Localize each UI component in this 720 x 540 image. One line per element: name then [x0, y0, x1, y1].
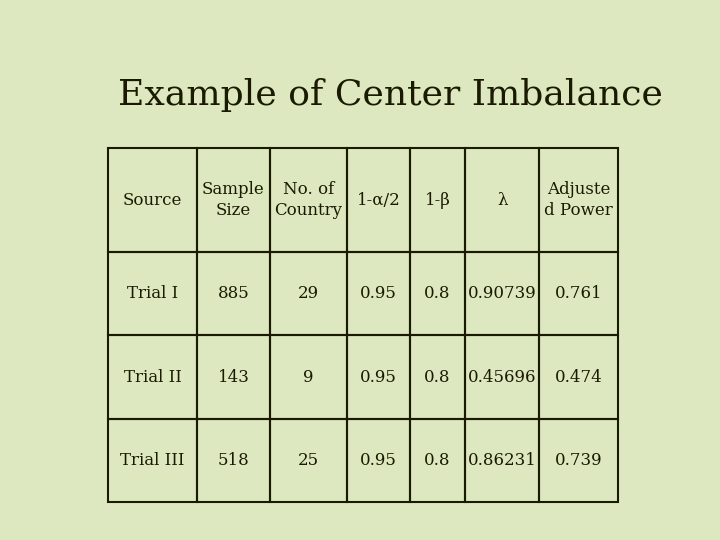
- Bar: [465, 252, 539, 335]
- Bar: [347, 335, 410, 418]
- Text: 0.95: 0.95: [360, 285, 397, 302]
- Text: Trial III: Trial III: [120, 452, 185, 469]
- Bar: [465, 335, 539, 418]
- Bar: [410, 418, 465, 502]
- Bar: [539, 418, 618, 502]
- Bar: [108, 252, 197, 335]
- Bar: [465, 252, 539, 335]
- Bar: [108, 418, 197, 502]
- Text: 0.95: 0.95: [360, 369, 397, 386]
- Bar: [108, 252, 197, 335]
- Bar: [108, 418, 197, 502]
- Bar: [108, 335, 197, 418]
- Bar: [270, 335, 347, 418]
- Text: Source: Source: [123, 192, 182, 208]
- Text: Adjuste
d Power: Adjuste d Power: [544, 181, 613, 219]
- Bar: [108, 335, 197, 418]
- Bar: [465, 335, 539, 418]
- Bar: [539, 335, 618, 418]
- Bar: [270, 148, 347, 252]
- Bar: [347, 418, 410, 502]
- Text: 0.474: 0.474: [555, 369, 603, 386]
- Bar: [410, 335, 465, 418]
- Bar: [410, 335, 465, 418]
- Text: 885: 885: [217, 285, 249, 302]
- Text: 29: 29: [298, 285, 319, 302]
- Text: Trial II: Trial II: [124, 369, 181, 386]
- Bar: [347, 418, 410, 502]
- Bar: [539, 148, 618, 252]
- Text: 25: 25: [298, 452, 319, 469]
- Bar: [197, 148, 270, 252]
- Bar: [539, 418, 618, 502]
- Bar: [197, 148, 270, 252]
- Text: 0.8: 0.8: [424, 452, 451, 469]
- Bar: [270, 335, 347, 418]
- Bar: [270, 418, 347, 502]
- Bar: [539, 252, 618, 335]
- Bar: [270, 148, 347, 252]
- Text: 1-β: 1-β: [425, 192, 451, 208]
- Text: 518: 518: [217, 452, 249, 469]
- Text: 0.761: 0.761: [555, 285, 603, 302]
- Bar: [465, 418, 539, 502]
- Bar: [347, 335, 410, 418]
- Bar: [270, 418, 347, 502]
- Bar: [108, 148, 197, 252]
- Bar: [108, 148, 197, 252]
- Bar: [197, 252, 270, 335]
- Text: 0.739: 0.739: [555, 452, 603, 469]
- Text: 143: 143: [217, 369, 249, 386]
- Bar: [465, 418, 539, 502]
- Text: 0.90739: 0.90739: [468, 285, 536, 302]
- Text: 0.95: 0.95: [360, 452, 397, 469]
- Bar: [347, 252, 410, 335]
- Bar: [410, 252, 465, 335]
- Text: λ: λ: [497, 192, 508, 208]
- Bar: [197, 335, 270, 418]
- Bar: [347, 148, 410, 252]
- Bar: [197, 418, 270, 502]
- Bar: [465, 148, 539, 252]
- Text: Trial I: Trial I: [127, 285, 178, 302]
- Text: 0.86231: 0.86231: [468, 452, 536, 469]
- Text: Example of Center Imbalance: Example of Center Imbalance: [117, 78, 662, 112]
- Bar: [410, 252, 465, 335]
- Bar: [410, 418, 465, 502]
- Bar: [539, 148, 618, 252]
- Bar: [197, 252, 270, 335]
- Text: 0.45696: 0.45696: [468, 369, 536, 386]
- Text: No. of
Country: No. of Country: [274, 181, 342, 219]
- Bar: [410, 148, 465, 252]
- Bar: [270, 252, 347, 335]
- Bar: [465, 148, 539, 252]
- Bar: [197, 335, 270, 418]
- Text: 1-α/2: 1-α/2: [356, 192, 400, 208]
- Bar: [270, 252, 347, 335]
- Text: 0.8: 0.8: [424, 369, 451, 386]
- Bar: [347, 252, 410, 335]
- Bar: [347, 148, 410, 252]
- Bar: [410, 148, 465, 252]
- Text: 9: 9: [303, 369, 314, 386]
- Bar: [539, 252, 618, 335]
- Text: 0.8: 0.8: [424, 285, 451, 302]
- Bar: [539, 335, 618, 418]
- Bar: [197, 418, 270, 502]
- Text: Sample
Size: Sample Size: [202, 181, 265, 219]
